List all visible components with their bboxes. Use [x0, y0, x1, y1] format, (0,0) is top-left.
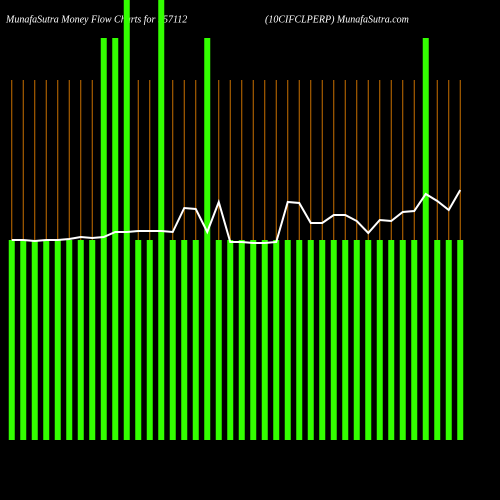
bar	[204, 38, 211, 440]
bar	[89, 240, 96, 440]
bar	[307, 240, 314, 440]
bar	[146, 240, 153, 440]
bar	[445, 240, 452, 440]
bar	[66, 240, 73, 440]
bar	[376, 240, 383, 440]
bar	[284, 240, 291, 440]
bar	[319, 240, 326, 440]
bar	[353, 240, 360, 440]
bar	[169, 240, 176, 440]
bar	[422, 38, 429, 440]
bar	[135, 240, 142, 440]
bar	[215, 240, 222, 440]
bar	[31, 240, 38, 440]
bar	[365, 240, 372, 440]
bar	[273, 240, 280, 440]
bar	[342, 240, 349, 440]
bar	[388, 240, 395, 440]
bar	[434, 240, 441, 440]
bar	[296, 240, 303, 440]
bar	[54, 240, 61, 440]
bar	[123, 0, 130, 440]
chart-title: MunafaSutra Money Flow Charts for 957112	[5, 14, 187, 25]
bar	[457, 240, 464, 440]
bar	[330, 240, 337, 440]
bar	[261, 240, 268, 440]
bar	[8, 240, 15, 440]
bar	[238, 240, 245, 440]
bar	[192, 240, 199, 440]
chart-subtitle: (10CIFCLPERP) MunafaSutra.com	[265, 14, 409, 25]
bar	[250, 240, 257, 440]
bar	[227, 240, 234, 440]
bar	[100, 38, 107, 440]
money-flow-line	[11, 189, 462, 244]
bar	[112, 38, 119, 440]
bar	[399, 240, 406, 440]
bar	[158, 0, 165, 440]
bar	[181, 240, 188, 440]
bar	[43, 240, 50, 440]
bar	[411, 240, 418, 440]
bar	[77, 240, 84, 440]
bar	[20, 240, 27, 440]
